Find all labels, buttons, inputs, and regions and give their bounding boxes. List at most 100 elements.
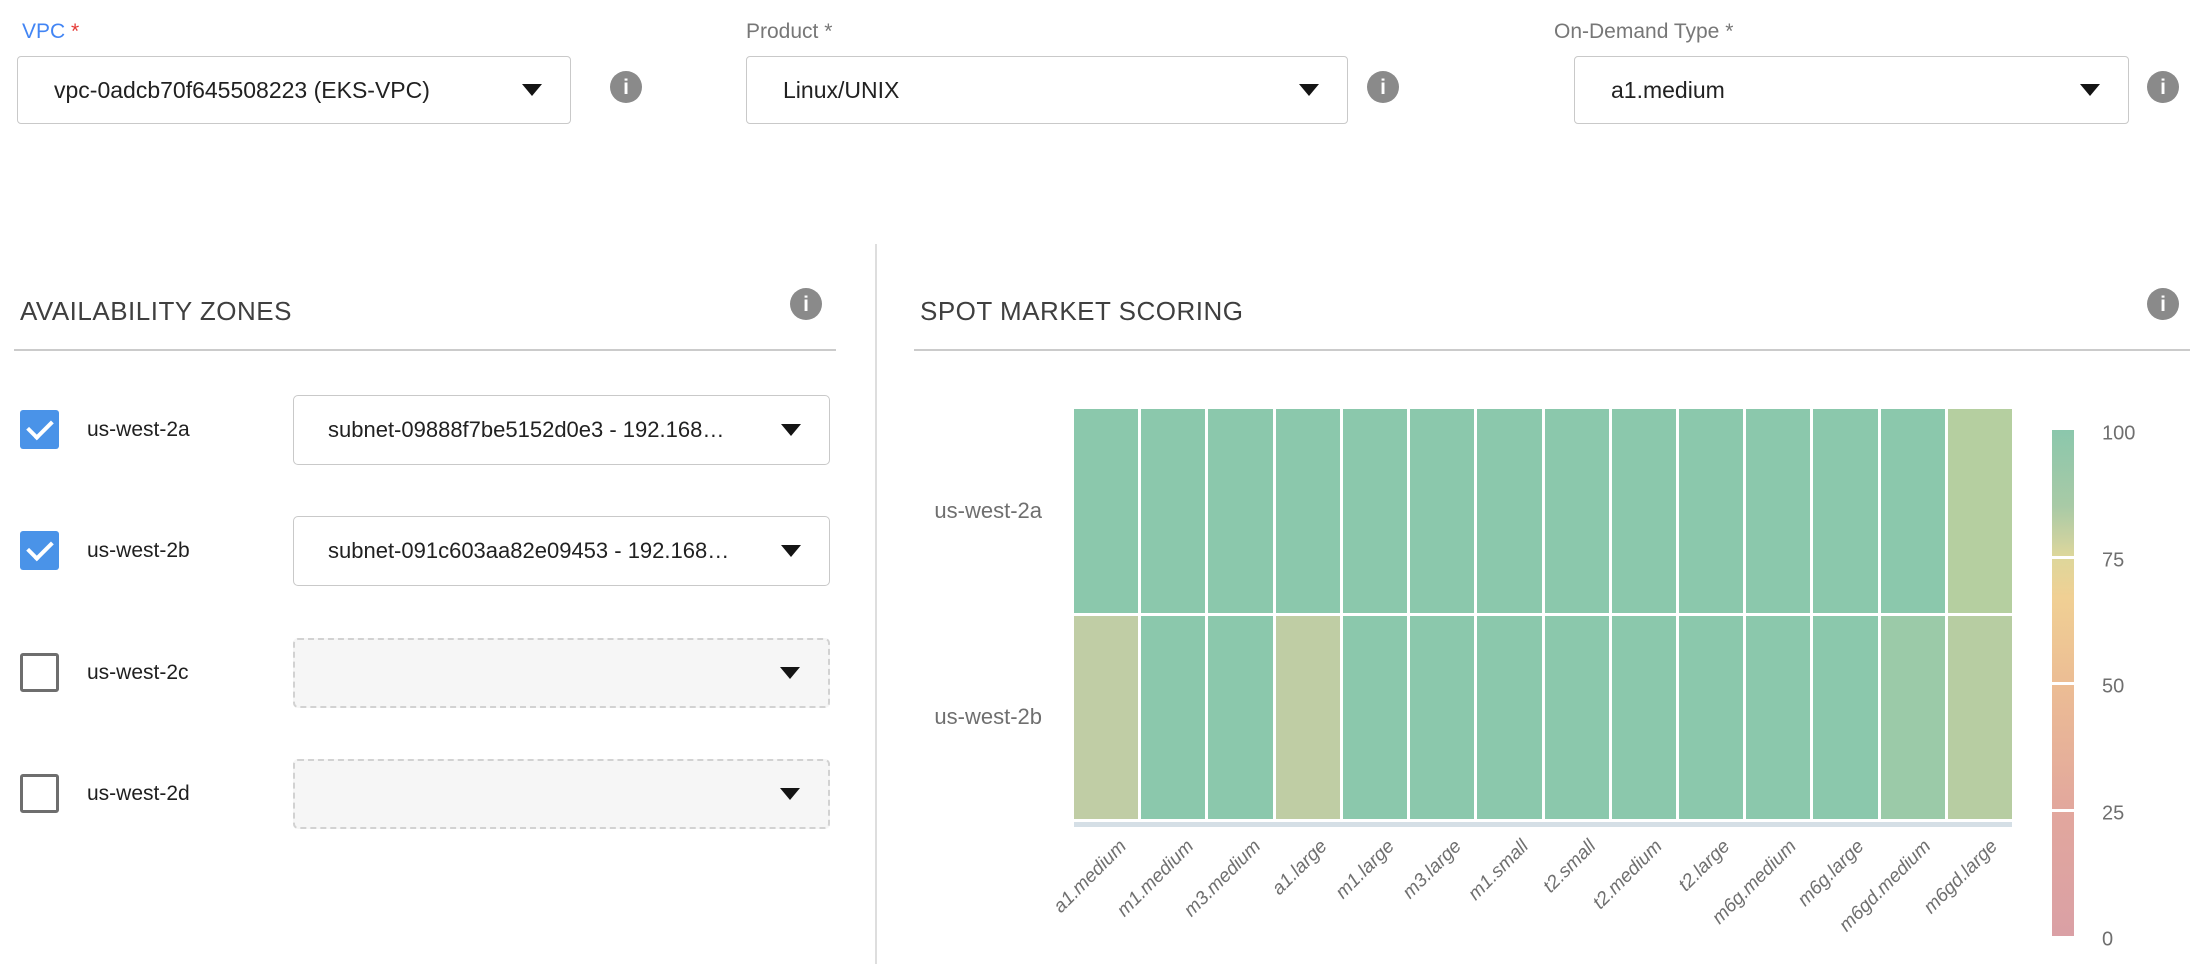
colorbar-label-75: 75 — [2102, 549, 2124, 572]
checkbox-us-west-2a[interactable] — [20, 410, 59, 449]
required-marker: * — [824, 20, 832, 43]
heatmap-cell-us-west-2a-m6g.medium[interactable] — [1746, 409, 1810, 613]
heatmap-y-label-us-west-2b: us-west-2b — [862, 704, 1042, 730]
checkbox-us-west-2b[interactable] — [20, 531, 59, 570]
colorbar-label-50: 50 — [2102, 676, 2124, 699]
subnet-select-us-west-2c[interactable] — [293, 638, 830, 708]
chevron-down-icon — [2080, 84, 2100, 96]
on-demand-type-label: On-Demand Type * — [1554, 20, 1733, 44]
availability-zones-title: AVAILABILITY ZONES — [20, 296, 292, 327]
zone-row-us-west-2d: us-west-2d — [0, 759, 870, 829]
checkbox-us-west-2c[interactable] — [20, 653, 59, 692]
vpc-label-text: VPC — [22, 20, 65, 43]
checkmark-icon — [26, 413, 54, 441]
heatmap-cell-us-west-2b-t2.large[interactable] — [1679, 616, 1743, 820]
heatmap-cell-us-west-2b-m6g.medium[interactable] — [1746, 616, 1810, 820]
zone-label-us-west-2c: us-west-2c — [87, 661, 189, 685]
on-demand-type-select-value: a1.medium — [1611, 77, 1725, 104]
heatmap-cell-us-west-2a-a1.medium[interactable] — [1074, 409, 1138, 613]
heatmap-cell-us-west-2a-m1.small[interactable] — [1477, 409, 1541, 613]
spot-market-scoring-divider — [914, 349, 2190, 351]
heatmap-x-label-m1.small: m1.small — [1464, 836, 1533, 905]
heatmap-cell-us-west-2b-m1.small[interactable] — [1477, 616, 1541, 820]
product-label-text: Product — [746, 20, 818, 43]
heatmap-cell-us-west-2b-m1.large[interactable] — [1343, 616, 1407, 820]
on-demand-type-label-text: On-Demand Type — [1554, 20, 1719, 43]
chevron-down-icon — [522, 84, 542, 96]
section-vertical-divider — [875, 244, 877, 964]
checkmark-icon — [26, 534, 54, 562]
colorbar-tick-50 — [2052, 682, 2074, 685]
heatmap-x-label-m1.large: m1.large — [1332, 836, 1400, 904]
heatmap-x-label-t2.medium: t2.medium — [1589, 836, 1667, 914]
required-marker: * — [71, 20, 79, 43]
heatmap-cell-us-west-2a-t2.large[interactable] — [1679, 409, 1743, 613]
colorbar-tick-25 — [2052, 809, 2074, 812]
heatmap-x-label-t2.large: t2.large — [1674, 836, 1734, 896]
heatmap-cell-us-west-2a-m1.large[interactable] — [1343, 409, 1407, 613]
chevron-down-icon — [780, 667, 800, 679]
heatmap-cell-us-west-2a-m6gd.medium[interactable] — [1881, 409, 1945, 613]
chevron-down-icon — [781, 424, 801, 436]
heatmap-cell-us-west-2a-m3.medium[interactable] — [1208, 409, 1272, 613]
heatmap-cell-us-west-2a-m6gd.large[interactable] — [1948, 409, 2012, 613]
heatmap-cell-us-west-2b-t2.medium[interactable] — [1612, 616, 1676, 820]
spot-market-scoring-title: SPOT MARKET SCORING — [920, 296, 1243, 327]
on-demand-type-info-icon[interactable]: i — [2147, 71, 2179, 103]
heatmap-grid — [1074, 409, 2012, 819]
heatmap-cell-us-west-2a-t2.small[interactable] — [1545, 409, 1609, 613]
zone-row-us-west-2a: us-west-2a subnet-09888f7be5152d0e3 - 192… — [0, 395, 870, 465]
vpc-select[interactable]: vpc-0adcb70f645508223 (EKS-VPC) — [17, 56, 571, 124]
checkbox-us-west-2d[interactable] — [20, 774, 59, 813]
zone-row-us-west-2b: us-west-2b subnet-091c603aa82e09453 - 192… — [0, 516, 870, 586]
product-info-icon[interactable]: i — [1367, 71, 1399, 103]
heatmap-cell-us-west-2a-m1.medium[interactable] — [1141, 409, 1205, 613]
colorbar-label-100: 100 — [2102, 423, 2135, 446]
vpc-select-value: vpc-0adcb70f645508223 (EKS-VPC) — [54, 77, 430, 104]
product-select[interactable]: Linux/UNIX — [746, 56, 1348, 124]
required-marker: * — [1725, 20, 1733, 43]
heatmap-y-label-us-west-2a: us-west-2a — [862, 498, 1042, 524]
heatmap-colorbar — [2052, 430, 2074, 936]
heatmap-cell-us-west-2a-t2.medium[interactable] — [1612, 409, 1676, 613]
zone-label-us-west-2d: us-west-2d — [87, 782, 190, 806]
colorbar-label-0: 0 — [2102, 929, 2113, 952]
product-label: Product * — [746, 20, 832, 44]
subnet-select-us-west-2d[interactable] — [293, 759, 830, 829]
heatmap-cell-us-west-2b-t2.small[interactable] — [1545, 616, 1609, 820]
heatmap-cell-us-west-2b-a1.medium[interactable] — [1074, 616, 1138, 820]
colorbar-tick-75 — [2052, 556, 2074, 559]
availability-zones-info-icon[interactable]: i — [790, 288, 822, 320]
heatmap-cell-us-west-2b-m6gd.medium[interactable] — [1881, 616, 1945, 820]
zone-row-us-west-2c: us-west-2c — [0, 638, 870, 708]
heatmap-cell-us-west-2b-m3.large[interactable] — [1410, 616, 1474, 820]
product-select-value: Linux/UNIX — [783, 77, 899, 104]
heatmap-x-label-m3.large: m3.large — [1399, 836, 1467, 904]
heatmap-cell-us-west-2b-m6gd.large[interactable] — [1948, 616, 2012, 820]
heatmap-baseline — [1074, 822, 2012, 827]
heatmap-x-label-a1.large: a1.large — [1268, 836, 1332, 900]
chevron-down-icon — [780, 788, 800, 800]
spot-market-scoring-info-icon[interactable]: i — [2147, 288, 2179, 320]
subnet-select-value: subnet-091c603aa82e09453 - 192.168… — [328, 538, 729, 564]
subnet-select-us-west-2b[interactable]: subnet-091c603aa82e09453 - 192.168… — [293, 516, 830, 586]
subnet-select-value: subnet-09888f7be5152d0e3 - 192.168… — [328, 417, 724, 443]
heatmap-x-label-t2.small: t2.small — [1539, 836, 1601, 898]
zone-label-us-west-2b: us-west-2b — [87, 539, 190, 563]
chevron-down-icon — [1299, 84, 1319, 96]
heatmap-cell-us-west-2b-m6g.large[interactable] — [1813, 616, 1877, 820]
subnet-select-us-west-2a[interactable]: subnet-09888f7be5152d0e3 - 192.168… — [293, 395, 830, 465]
chevron-down-icon — [781, 545, 801, 557]
colorbar-label-25: 25 — [2102, 802, 2124, 825]
availability-zones-divider — [14, 349, 836, 351]
heatmap-cell-us-west-2a-m6g.large[interactable] — [1813, 409, 1877, 613]
zone-label-us-west-2a: us-west-2a — [87, 418, 190, 442]
heatmap-cell-us-west-2a-m3.large[interactable] — [1410, 409, 1474, 613]
on-demand-type-select[interactable]: a1.medium — [1574, 56, 2129, 124]
heatmap-cell-us-west-2b-m3.medium[interactable] — [1208, 616, 1272, 820]
vpc-info-icon[interactable]: i — [610, 71, 642, 103]
heatmap-cell-us-west-2b-a1.large[interactable] — [1276, 616, 1340, 820]
heatmap-cell-us-west-2a-a1.large[interactable] — [1276, 409, 1340, 613]
heatmap-cell-us-west-2b-m1.medium[interactable] — [1141, 616, 1205, 820]
vpc-label: VPC * — [22, 20, 79, 44]
